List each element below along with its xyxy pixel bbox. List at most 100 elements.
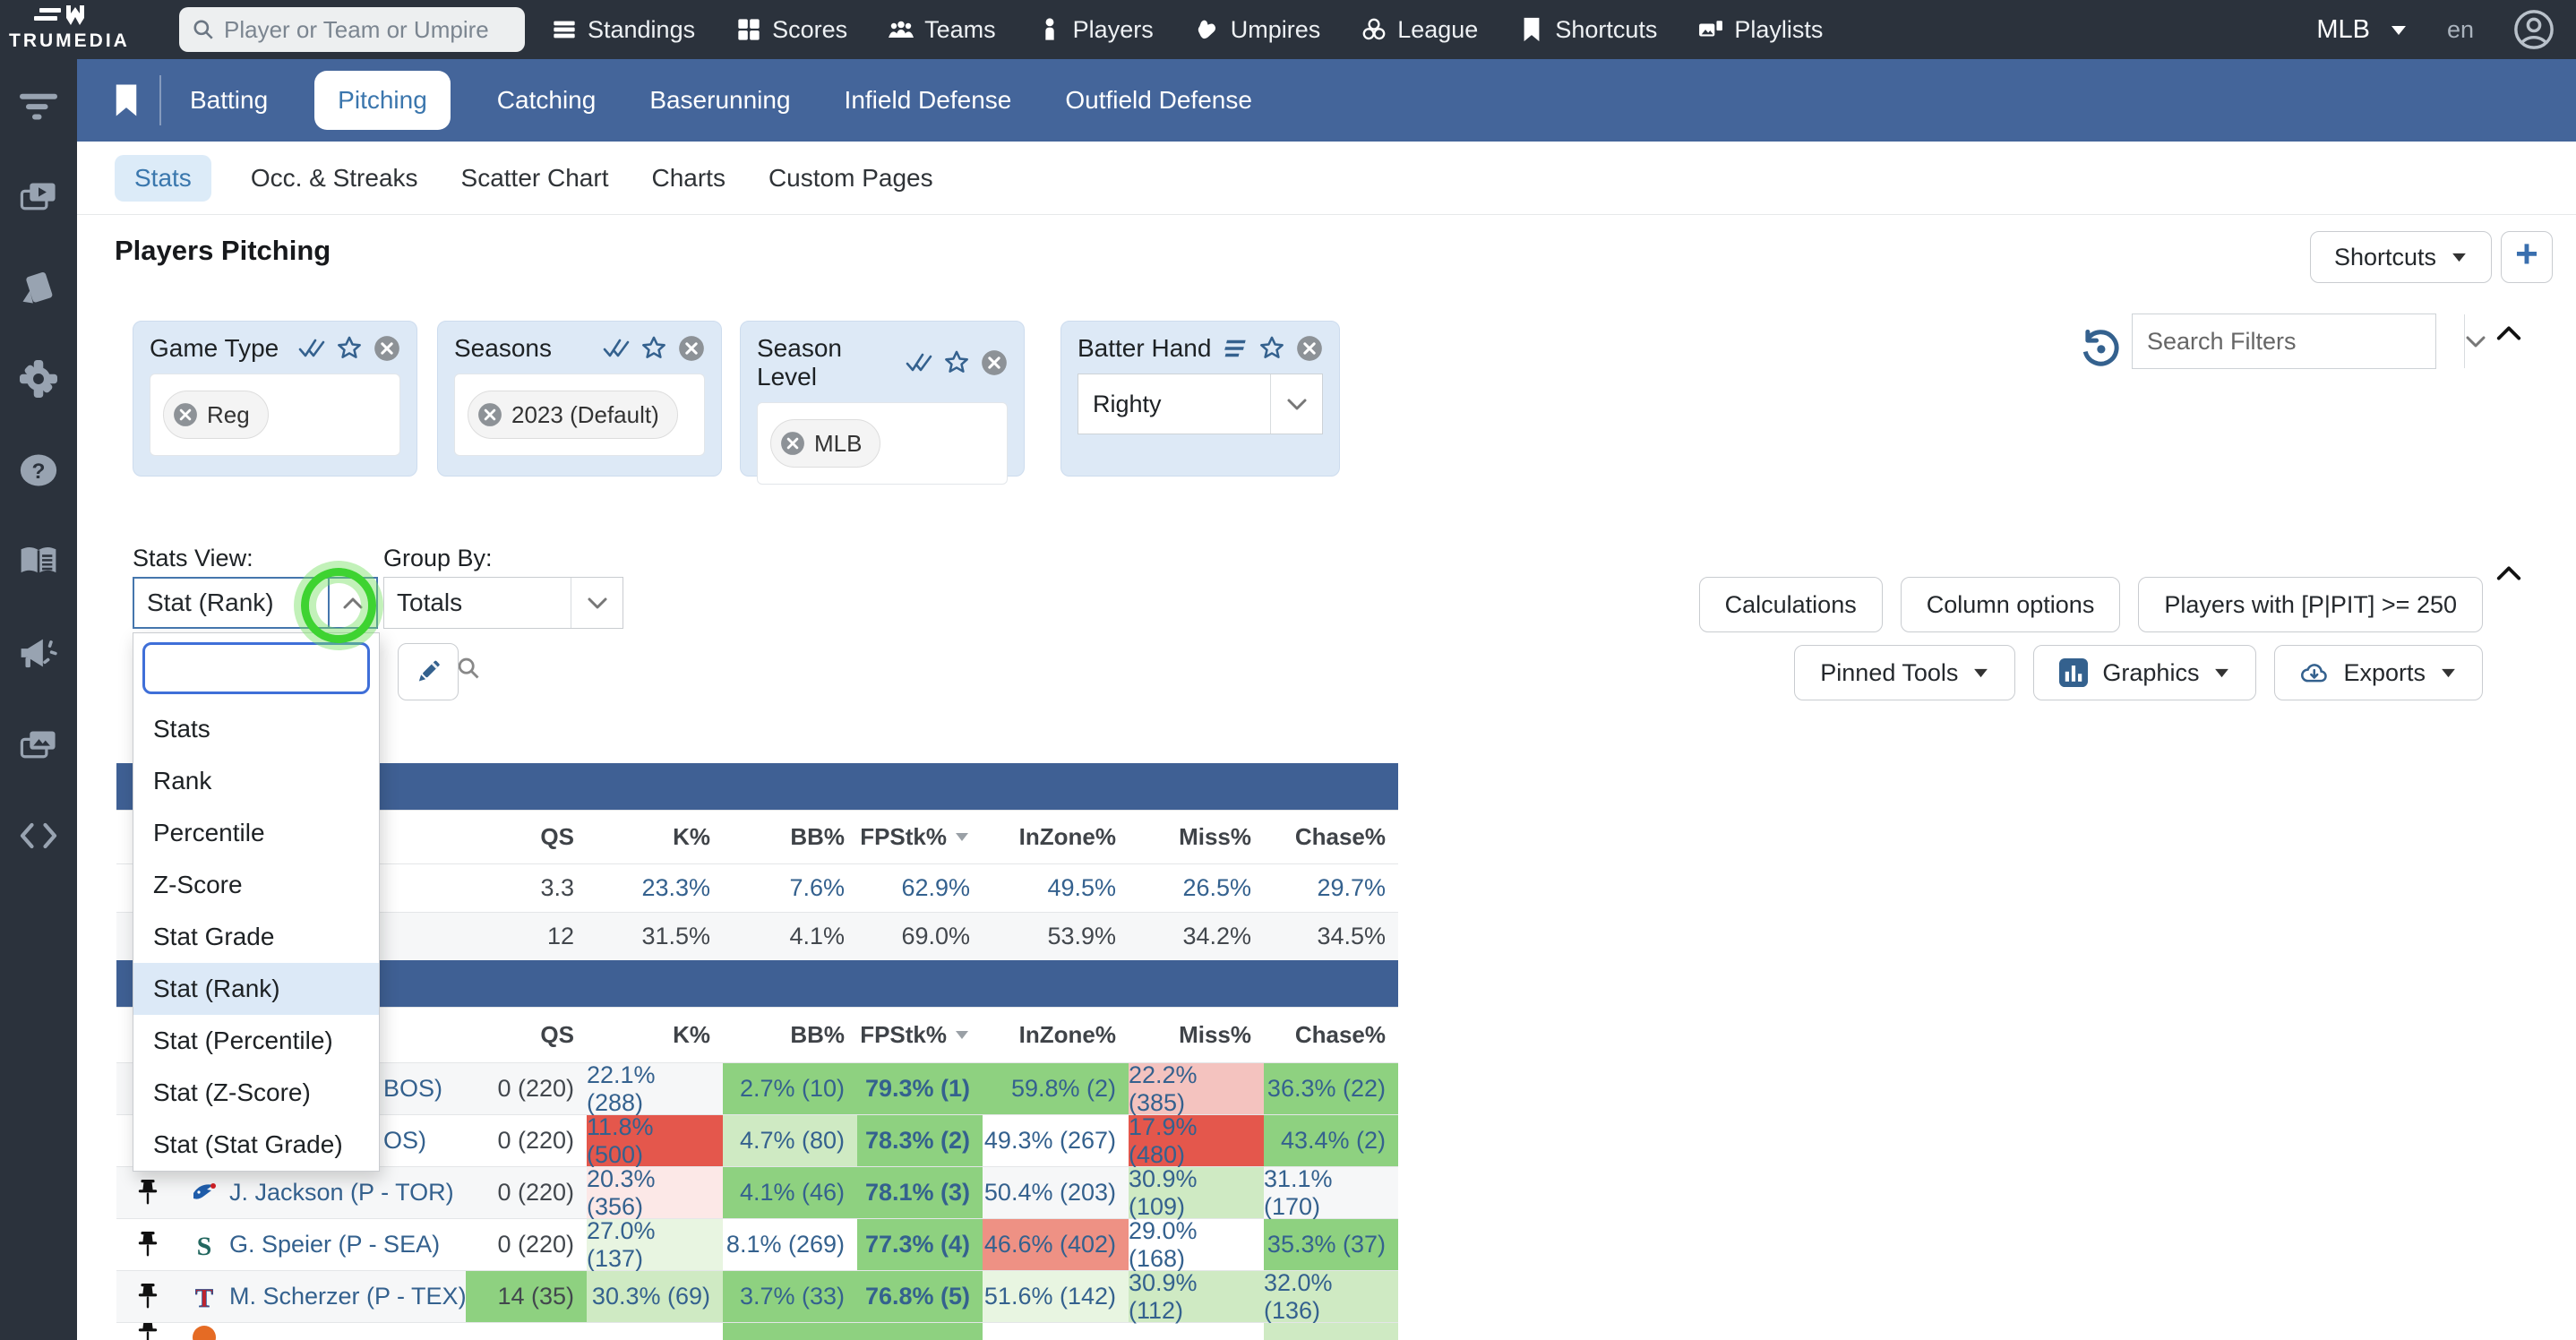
column-header-k[interactable]: K%: [673, 823, 710, 850]
stats-view-option-stats[interactable]: Stats: [153, 715, 210, 743]
column-header-fpstk[interactable]: FPStk%: [857, 1008, 983, 1062]
sidebar-video-playlists-icon[interactable]: [20, 177, 57, 215]
league-selector[interactable]: MLB: [2316, 15, 2408, 45]
collapse-controls-chevron-up-icon[interactable]: [2495, 564, 2522, 582]
sport-tab-baserunning[interactable]: Baserunning: [649, 86, 791, 114]
stat-cell-fpstk[interactable]: 78.3% (2): [857, 1115, 983, 1166]
remove-chip-icon[interactable]: [173, 402, 198, 427]
topnav-item-league[interactable]: League: [1361, 16, 1478, 44]
sport-tab-pitching[interactable]: Pitching: [314, 71, 451, 130]
stat-cell-fpstk[interactable]: 79.3% (1): [857, 1063, 983, 1114]
dropdown-search[interactable]: [142, 642, 479, 694]
topnav-item-shortcuts[interactable]: Shortcuts: [1519, 16, 1657, 44]
sidebar-help-icon[interactable]: ?: [20, 451, 57, 489]
sport-tab-batting[interactable]: Batting: [190, 86, 269, 114]
stat-cell-miss[interactable]: 30.9% (109): [1129, 1165, 1264, 1220]
topnav-item-teams[interactable]: Teams: [889, 16, 996, 44]
filter-select[interactable]: Righty: [1078, 374, 1323, 434]
sidebar-settings-gear-icon[interactable]: [20, 360, 57, 398]
topnav-item-playlists[interactable]: Playlists: [1698, 16, 1823, 44]
chevron-down-icon[interactable]: [571, 578, 623, 628]
remove-filter-icon[interactable]: [1296, 335, 1323, 362]
chevron-down-icon[interactable]: [2464, 314, 2486, 368]
user-avatar-icon[interactable]: [2513, 9, 2555, 50]
page-tab-stats[interactable]: Stats: [115, 154, 211, 202]
sidebar-announcements-megaphone-icon[interactable]: [20, 634, 57, 672]
stat-cell-chase[interactable]: 35.3% (37): [1264, 1219, 1398, 1270]
stat-cell-k[interactable]: 30.3% (69): [587, 1271, 723, 1322]
page-tab-occ-streaks[interactable]: Occ. & Streaks: [250, 163, 418, 192]
stats-view-option-percentile[interactable]: Percentile: [153, 819, 265, 846]
remove-filter-icon[interactable]: [981, 349, 1008, 376]
stats-view-option-stat-percentile[interactable]: Stat (Percentile): [153, 1026, 333, 1054]
chevron-up-icon[interactable]: [328, 579, 376, 627]
stat-cell-fpstk[interactable]: 76.8% (5): [857, 1271, 983, 1322]
topnav-item-scores[interactable]: Scores: [736, 16, 847, 44]
avg-cell-miss[interactable]: 26.5%: [1182, 874, 1251, 901]
calculations-button[interactable]: Calculations: [1698, 577, 1883, 632]
double-check-icon[interactable]: [906, 349, 932, 376]
players-with-p-pit-250-button[interactable]: Players with [P|PIT] >= 250: [2138, 577, 2483, 632]
sidebar-filter-icon[interactable]: [20, 86, 57, 124]
stat-cell-k[interactable]: 22.1% (288): [587, 1061, 656, 1116]
stat-cell-inzone[interactable]: 46.6% (402): [983, 1219, 1129, 1270]
stat-cell-fpstk[interactable]: 78.1% (3): [857, 1167, 983, 1218]
stat-cell-chase[interactable]: 31.1% (170): [1264, 1164, 1333, 1220]
trumedia-logo[interactable]: TRUMEDIA: [9, 2, 127, 52]
stat-cell-chase[interactable]: 43.4% (2): [1264, 1115, 1398, 1166]
star-icon[interactable]: [336, 335, 363, 362]
stat-cell-chase[interactable]: 36.3% (22): [1264, 1063, 1398, 1114]
global-search[interactable]: [179, 7, 525, 52]
double-check-icon[interactable]: [603, 335, 630, 362]
column-header-chase[interactable]: Chase%: [1294, 1021, 1386, 1048]
column-options-button[interactable]: Column options: [1900, 577, 2121, 632]
stats-view-option-stat-z-score[interactable]: Stat (Z-Score): [153, 1078, 311, 1106]
locale-toggle[interactable]: en: [2446, 15, 2474, 43]
list-lines-icon[interactable]: [1221, 335, 1248, 362]
star-icon[interactable]: [943, 349, 970, 376]
page-tab-scatter-chart[interactable]: Scatter Chart: [460, 163, 609, 192]
column-header-bb[interactable]: BB%: [790, 823, 845, 850]
player-link[interactable]: G. Speier (P - SEA): [229, 1231, 441, 1258]
stat-cell-miss[interactable]: 17.9% (480): [1129, 1113, 1264, 1168]
global-search-input[interactable]: [224, 15, 524, 44]
stat-cell-bb[interactable]: 4.7% (80): [723, 1115, 857, 1166]
edit-stats-view-button[interactable]: [398, 643, 459, 700]
star-icon[interactable]: [640, 335, 667, 362]
avg-cell-fpstk[interactable]: 62.9%: [901, 874, 970, 901]
search-filters-combobox[interactable]: [2132, 314, 2486, 369]
stats-view-option-stat-rank[interactable]: Stat (Rank): [133, 963, 379, 1015]
player-link[interactable]: J. Jackson (P - TOR): [229, 1179, 454, 1206]
stat-cell-bb[interactable]: 3.7% (33): [723, 1271, 857, 1322]
stat-cell-miss[interactable]: 22.2% (385): [1129, 1061, 1264, 1116]
column-header-chase[interactable]: Chase%: [1294, 823, 1386, 850]
filter-chip-2023-default[interactable]: 2023 (Default): [468, 391, 678, 439]
avg-cell-chase[interactable]: 29.7%: [1317, 874, 1386, 901]
double-check-icon[interactable]: [298, 335, 325, 362]
remove-filter-icon[interactable]: [678, 335, 705, 362]
column-header-qs[interactable]: QS: [540, 823, 574, 850]
stat-cell-fpstk[interactable]: 77.3% (4): [857, 1219, 983, 1270]
column-header-bb[interactable]: BB%: [790, 1021, 845, 1048]
stat-cell-inzone[interactable]: 50.4% (203): [983, 1179, 1116, 1206]
stat-cell-k[interactable]: 11.8% (500): [587, 1113, 723, 1168]
topnav-item-players[interactable]: Players: [1037, 16, 1154, 44]
pushpin-icon[interactable]: [136, 1179, 159, 1207]
remove-filter-icon[interactable]: [374, 335, 400, 362]
stats-view-option-rank[interactable]: Rank: [153, 767, 212, 795]
stat-cell-chase[interactable]: 32.0% (136): [1264, 1269, 1398, 1324]
sport-tab-infield-defense[interactable]: Infield Defense: [844, 86, 1012, 114]
column-header-inzone[interactable]: InZone%: [1018, 1021, 1116, 1048]
sidebar-media-gallery-icon[interactable]: [20, 726, 57, 763]
sport-tab-catching[interactable]: Catching: [496, 86, 597, 114]
column-header-fpstk[interactable]: FPStk%: [857, 811, 983, 863]
column-header-inzone[interactable]: InZone%: [1018, 823, 1116, 850]
filter-chip-reg[interactable]: Reg: [163, 391, 269, 439]
stat-cell-bb[interactable]: 8.1% (269): [726, 1231, 845, 1258]
group-by-select[interactable]: Totals: [383, 577, 623, 629]
sidebar-embed-code-icon[interactable]: [20, 817, 57, 855]
stats-view-option-z-score[interactable]: Z-Score: [153, 871, 243, 898]
player-link[interactable]: M. Scherzer (P - TEX): [229, 1283, 466, 1310]
add-page-button[interactable]: +: [2501, 231, 2553, 283]
stat-cell-miss[interactable]: 30.9% (112): [1129, 1269, 1264, 1324]
